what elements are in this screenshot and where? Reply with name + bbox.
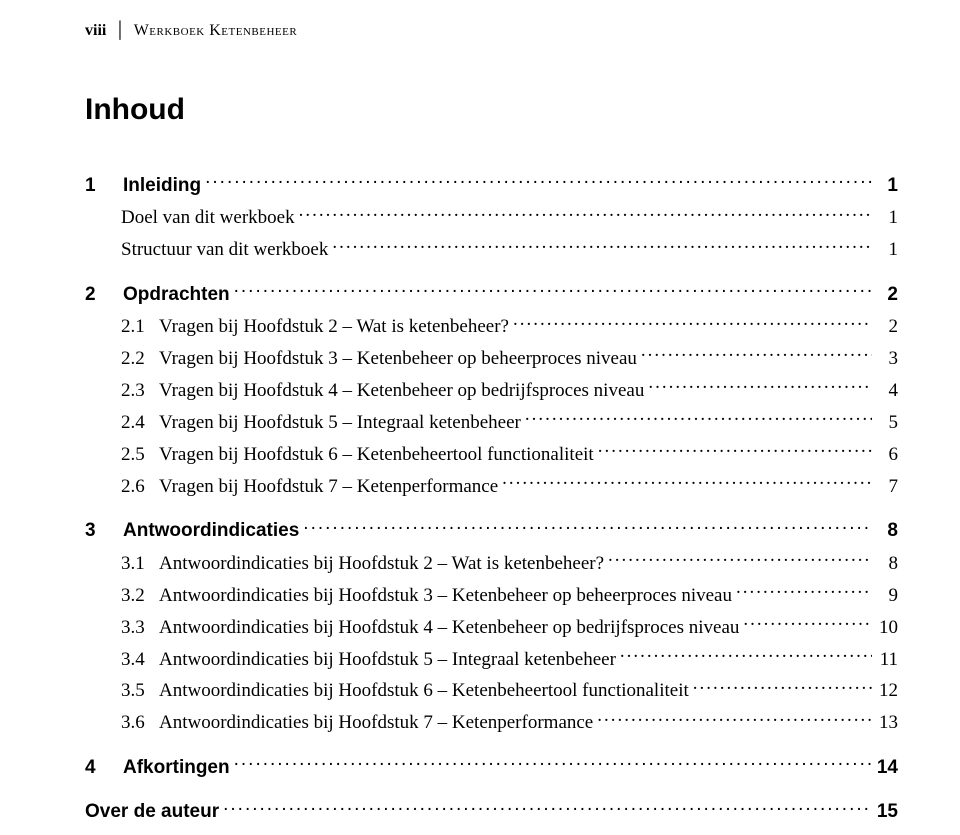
toc-entry-number: 4 xyxy=(85,755,123,781)
toc-entry-page: 6 xyxy=(876,442,898,468)
toc-entry: 3.5Antwoordindicaties bij Hoofdstuk 6 – … xyxy=(121,674,898,704)
toc-entry-label: Vragen bij Hoofdstuk 3 – Ketenbeheer op … xyxy=(159,346,637,372)
toc-entry-label: Vragen bij Hoofdstuk 6 – Ketenbeheertool… xyxy=(159,442,594,468)
toc-entry-label: Vragen bij Hoofdstuk 4 – Ketenbeheer op … xyxy=(159,378,644,404)
toc-entry-page: 1 xyxy=(876,237,898,263)
toc-entry-label: Vragen bij Hoofdstuk 7 – Ketenperformanc… xyxy=(159,474,498,500)
toc-dot-leader xyxy=(205,168,872,191)
toc-entry: 2.6Vragen bij Hoofdstuk 7 – Ketenperform… xyxy=(121,469,898,499)
toc-entry: 4Afkortingen 14 xyxy=(85,750,898,780)
toc-dot-leader xyxy=(736,578,872,601)
toc-entry-number: 2.3 xyxy=(121,378,159,404)
toc-dot-leader xyxy=(641,341,872,364)
toc-entry-number: 3.1 xyxy=(121,551,159,577)
toc-dot-leader xyxy=(608,546,872,569)
toc-entry-label: Doel van dit werkboek xyxy=(121,205,295,231)
toc-entry-label: Antwoordindicaties bij Hoofdstuk 7 – Ket… xyxy=(159,710,593,736)
toc-dot-leader xyxy=(648,373,872,396)
toc-dot-leader xyxy=(502,469,872,492)
toc-entry: 3.4Antwoordindicaties bij Hoofdstuk 5 – … xyxy=(121,642,898,672)
toc-entry-number: 3.3 xyxy=(121,615,159,641)
toc-entry-label: Antwoordindicaties bij Hoofdstuk 4 – Ket… xyxy=(159,615,739,641)
toc-entry: Over de auteur 15 xyxy=(85,794,898,824)
page-title: Inhoud xyxy=(85,90,898,131)
toc-entry-number: 3.2 xyxy=(121,583,159,609)
toc-entry: 2.5Vragen bij Hoofdstuk 6 – Ketenbeheert… xyxy=(121,437,898,467)
toc-entry-number: 3.5 xyxy=(121,678,159,704)
toc-entry: 3.2Antwoordindicaties bij Hoofdstuk 3 – … xyxy=(121,578,898,608)
toc-entry: 2.2Vragen bij Hoofdstuk 3 – Ketenbeheer … xyxy=(121,341,898,371)
toc-dot-leader xyxy=(620,642,872,665)
toc-entry-number: 1 xyxy=(85,173,123,199)
header-book-title: Werkboek Ketenbeheer xyxy=(134,22,297,39)
toc-entry-page: 7 xyxy=(876,474,898,500)
toc-entry-page: 2 xyxy=(876,282,898,308)
toc-entry-label: Vragen bij Hoofdstuk 2 – Wat is ketenbeh… xyxy=(159,314,509,340)
toc-entry-number: 2 xyxy=(85,282,123,308)
toc-entry-label: Antwoordindicaties bij Hoofdstuk 2 – Wat… xyxy=(159,551,604,577)
toc-dot-leader xyxy=(693,674,872,697)
toc-entry-label: Antwoordindicaties bij Hoofdstuk 3 – Ket… xyxy=(159,583,732,609)
toc-entry-page: 8 xyxy=(876,518,898,544)
toc-entry-page: 4 xyxy=(876,378,898,404)
toc-entry-number: 3.6 xyxy=(121,710,159,736)
toc-entry: 3.6Antwoordindicaties bij Hoofdstuk 7 – … xyxy=(121,706,898,736)
toc-entry: 2Opdrachten2 xyxy=(85,277,898,307)
toc-entry-page: 2 xyxy=(876,314,898,340)
toc-entry-page: 12 xyxy=(876,678,898,704)
toc-entry: Doel van dit werkboek 1 xyxy=(121,201,898,231)
toc-entry-page: 13 xyxy=(876,710,898,736)
toc-entry-number: 2.1 xyxy=(121,314,159,340)
toc-entry-label: Structuur van dit werkboek xyxy=(121,237,328,263)
toc-entry: Structuur van dit werkboek 1 xyxy=(121,232,898,262)
toc-entry-label: Antwoordindicaties bij Hoofdstuk 6 – Ket… xyxy=(159,678,689,704)
toc-dot-leader xyxy=(223,794,872,817)
toc-entry-page: 3 xyxy=(876,346,898,372)
toc-entry-page: 8 xyxy=(876,551,898,577)
toc-entry-label: Opdrachten xyxy=(123,282,230,308)
toc-dot-leader xyxy=(743,610,872,633)
toc-dot-leader xyxy=(513,309,872,332)
toc-dot-leader xyxy=(332,232,872,255)
toc-entry-label: Inleiding xyxy=(123,173,201,199)
toc-dot-leader xyxy=(598,437,872,460)
toc-entry-number: 2.2 xyxy=(121,346,159,372)
toc-entry-number: 3.4 xyxy=(121,647,159,673)
toc-entry-page: 5 xyxy=(876,410,898,436)
toc-entry-label: Antwoordindicaties xyxy=(123,518,299,544)
toc-entry: 2.3Vragen bij Hoofdstuk 4 – Ketenbeheer … xyxy=(121,373,898,403)
toc-entry-label: Over de auteur xyxy=(85,799,219,825)
table-of-contents: 1Inleiding1Doel van dit werkboek1Structu… xyxy=(85,168,898,825)
toc-dot-leader xyxy=(525,405,872,428)
toc-entry: 2.4Vragen bij Hoofdstuk 5 – Integraal ke… xyxy=(121,405,898,435)
header-divider: │ xyxy=(114,22,125,39)
toc-dot-leader xyxy=(234,277,872,300)
toc-entry: 1Inleiding1 xyxy=(85,168,898,198)
toc-entry-page: 14 xyxy=(876,755,898,781)
toc-entry-page: 1 xyxy=(876,173,898,199)
toc-entry: 3.1Antwoordindicaties bij Hoofdstuk 2 – … xyxy=(121,546,898,576)
toc-entry-number: 2.4 xyxy=(121,410,159,436)
toc-entry: 2.1Vragen bij Hoofdstuk 2 – Wat is keten… xyxy=(121,309,898,339)
toc-entry-label: Antwoordindicaties bij Hoofdstuk 5 – Int… xyxy=(159,647,616,673)
toc-dot-leader xyxy=(234,750,872,773)
toc-dot-leader xyxy=(597,706,872,729)
toc-entry-number: 2.6 xyxy=(121,474,159,500)
toc-dot-leader xyxy=(303,513,872,536)
toc-entry-page: 15 xyxy=(876,799,898,825)
header-page-number: viii xyxy=(85,22,106,39)
toc-entry: 3Antwoordindicaties 8 xyxy=(85,513,898,543)
toc-entry-page: 9 xyxy=(876,583,898,609)
toc-entry-page: 10 xyxy=(876,615,898,641)
toc-entry-label: Vragen bij Hoofdstuk 5 – Integraal keten… xyxy=(159,410,521,436)
toc-entry-page: 1 xyxy=(876,205,898,231)
toc-entry-page: 11 xyxy=(876,647,898,673)
toc-entry: 3.3Antwoordindicaties bij Hoofdstuk 4 – … xyxy=(121,610,898,640)
toc-entry-label: Afkortingen xyxy=(123,755,230,781)
page-header: viii │ Werkboek Ketenbeheer xyxy=(85,20,898,42)
toc-dot-leader xyxy=(299,201,872,224)
toc-entry-number: 3 xyxy=(85,518,123,544)
toc-entry-number: 2.5 xyxy=(121,442,159,468)
